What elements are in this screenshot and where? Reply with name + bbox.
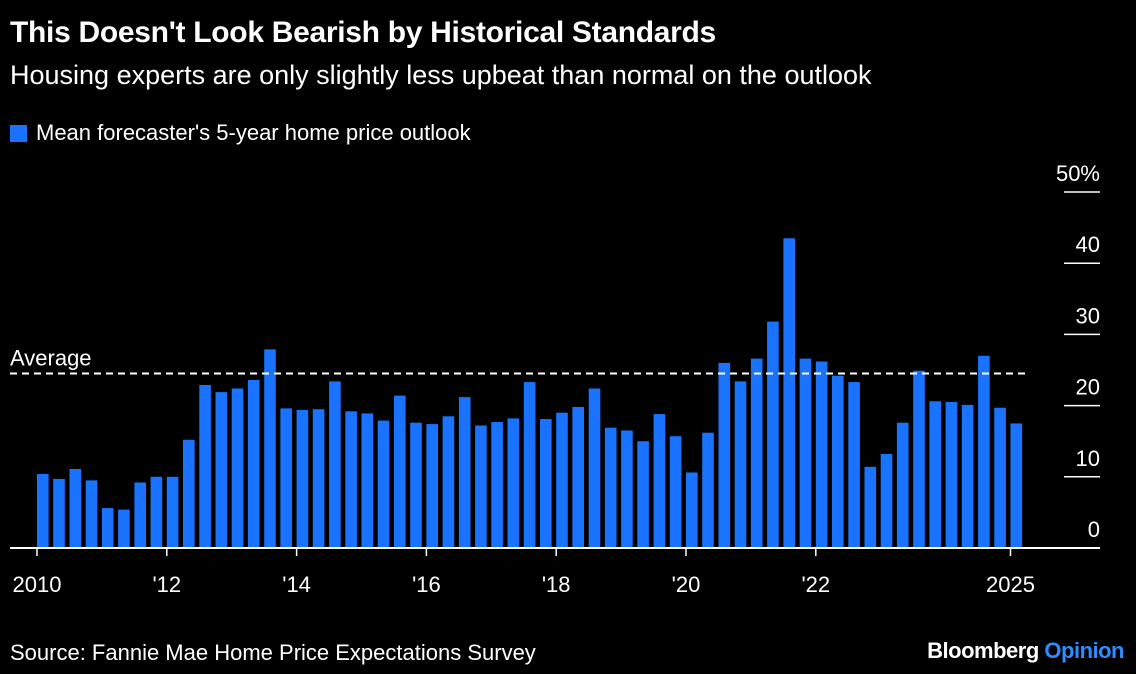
bar — [750, 358, 763, 548]
legend-swatch — [10, 124, 27, 142]
bar — [442, 416, 455, 548]
y-tick-label: 40 — [1076, 232, 1100, 257]
bar — [394, 395, 406, 548]
brand-name: Bloomberg — [927, 638, 1039, 663]
bar — [491, 422, 503, 548]
bar — [475, 425, 487, 548]
bar — [832, 375, 844, 548]
bar — [815, 361, 828, 548]
bar — [588, 388, 601, 548]
bar — [377, 420, 390, 548]
bar — [410, 422, 422, 548]
x-tick-label: 2010 — [13, 572, 62, 597]
bar — [85, 480, 98, 548]
chart-title: This Doesn't Look Bearish by Historical … — [10, 16, 716, 49]
y-tick-label: 10 — [1076, 446, 1100, 471]
bar — [426, 424, 438, 548]
bar — [166, 476, 179, 548]
bar — [896, 422, 909, 548]
x-tick-label: '20 — [672, 572, 701, 597]
bar — [231, 388, 244, 548]
y-tick-label: 50% — [1056, 161, 1100, 186]
x-axis: 2010 '12 '14 '16 '18 '20 '22 2025 — [10, 547, 1100, 597]
bar — [945, 402, 958, 548]
bar — [556, 412, 568, 548]
bar — [523, 382, 536, 548]
bar — [507, 418, 520, 548]
bar — [1010, 423, 1023, 548]
bar — [458, 397, 471, 548]
chart-subtitle: Housing experts are only slightly less u… — [10, 60, 872, 90]
x-tick-label: '22 — [801, 572, 830, 597]
bar — [199, 385, 211, 548]
y-tick-label: 20 — [1076, 375, 1100, 400]
bar — [280, 408, 292, 548]
bar — [604, 427, 617, 548]
y-tick-label: 0 — [1088, 517, 1100, 542]
x-tick-label: '18 — [542, 572, 571, 597]
bar — [345, 411, 357, 548]
bar — [961, 404, 974, 548]
bar — [848, 382, 860, 548]
bar — [799, 358, 812, 548]
bars-group — [37, 238, 1023, 549]
x-tick-label: '16 — [412, 572, 441, 597]
bar — [686, 472, 698, 548]
bar — [296, 409, 309, 548]
bar — [150, 476, 163, 548]
bar — [978, 355, 990, 548]
bar — [864, 466, 877, 548]
bar — [637, 441, 649, 548]
bar — [767, 321, 779, 548]
legend: Mean forecaster's 5-year home price outl… — [10, 120, 471, 146]
bar — [880, 454, 893, 548]
bar — [572, 407, 584, 548]
bar — [134, 482, 146, 548]
bar — [183, 439, 195, 548]
y-tick-label: 30 — [1076, 303, 1100, 328]
brand-section: Opinion — [1044, 638, 1124, 663]
bar — [783, 238, 795, 549]
bar — [621, 430, 633, 548]
legend-label: Mean forecaster's 5-year home price outl… — [36, 120, 471, 145]
average-group: Average — [10, 346, 1030, 375]
average-label: Average — [10, 346, 92, 371]
bar — [101, 508, 114, 548]
bar — [69, 469, 82, 548]
y-axis: 0 10 20 30 40 50% — [1056, 161, 1100, 542]
bar — [929, 401, 941, 548]
bar — [913, 370, 925, 548]
x-tick-label: '14 — [282, 572, 311, 597]
source-note: Source: Fannie Mae Home Price Expectatio… — [10, 640, 536, 665]
bar — [540, 419, 552, 548]
bar — [37, 474, 49, 548]
bar — [329, 381, 341, 548]
brand-logo: Bloomberg Opinion — [927, 638, 1124, 664]
bar — [361, 413, 374, 548]
bar — [53, 478, 65, 548]
bar — [702, 432, 714, 548]
bar — [669, 436, 682, 548]
x-tick-label: '12 — [152, 572, 181, 597]
bar — [718, 362, 731, 548]
bar — [247, 380, 260, 548]
bar — [734, 381, 747, 548]
x-tick-label: 2025 — [986, 572, 1035, 597]
bar — [118, 509, 130, 548]
bar — [994, 407, 1006, 548]
bar — [312, 409, 325, 548]
bar — [215, 392, 228, 548]
bar — [264, 349, 276, 548]
bar — [653, 414, 666, 548]
